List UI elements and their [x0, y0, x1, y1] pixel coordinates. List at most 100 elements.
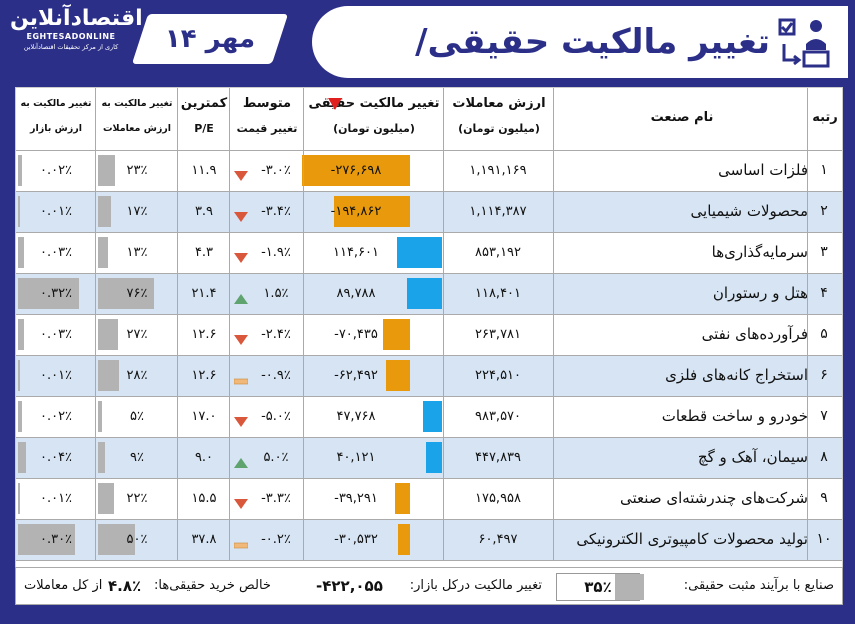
- positive-industries-label: صنایع با برآیند مثبت حقیقی:: [683, 578, 834, 593]
- positive-industries-value: ۳۵٪: [584, 578, 612, 596]
- data-table: رتبه نام صنعت ارزش معاملات (میلیون تومان)…: [15, 87, 843, 605]
- ratio-market-cell: ۰.۰۳٪: [39, 327, 73, 342]
- trade-value-cell: ۱,۱۹۱,۱۶۹: [469, 163, 527, 178]
- ratio-trade-bar: [98, 524, 135, 555]
- ratio-market-cell: ۰.۰۲٪: [39, 163, 73, 178]
- grid-hline: [16, 355, 842, 356]
- ownership-change-value: ۴۷,۷۶۸: [336, 409, 376, 424]
- rank-cell: ۷: [820, 408, 828, 424]
- ownership-change-bar: [423, 401, 442, 432]
- rank-cell: ۴: [820, 285, 828, 301]
- col-header-industry: نام صنعت: [650, 110, 714, 125]
- ownership-change-bar: [398, 524, 410, 555]
- ratio-market-cell: ۰.۰۲٪: [39, 409, 73, 424]
- net-buy-value: ۴.۸٪: [108, 577, 142, 595]
- col-header-ownership-change: تغییر مالکیت حقیقی (میلیون تومان): [308, 96, 440, 135]
- ratio-trade-bar: [98, 196, 111, 227]
- price-change-cell: -۲.۴٪: [261, 327, 291, 342]
- ownership-change-value: -۳۰,۵۳۲: [334, 532, 378, 547]
- summary-footer: صنایع با برآیند مثبت حقیقی: ۳۵٪ تغییر ما…: [15, 567, 843, 605]
- pe-cell: ۱۷.۰: [191, 409, 217, 424]
- trade-value-cell: ۴۴۷,۸۳۹: [474, 450, 522, 465]
- ratio-market-cell: ۰.۰۱٪: [39, 204, 73, 219]
- grid-hline: [16, 232, 842, 233]
- industry-name: خودرو و ساخت قطعات: [661, 407, 808, 425]
- industry-name: فرآورده‌های نفتی: [701, 325, 808, 343]
- grid-vline: [303, 88, 304, 560]
- grid-vline: [177, 88, 178, 560]
- ownership-transfer-icon: [778, 18, 830, 68]
- price-trend-flat-icon: [233, 535, 249, 549]
- price-trend-down-icon: [234, 207, 248, 222]
- industry-name: فلزات اساسی: [718, 161, 808, 179]
- rank-cell: ۸: [820, 449, 828, 465]
- col-header-trade-value: ارزش معاملات (میلیون تومان): [452, 96, 546, 135]
- ownership-change-value: -۶۲,۴۹۲: [334, 368, 378, 383]
- ratio-market-bar: [18, 155, 22, 186]
- price-change-cell: -۳.۰٪: [261, 163, 291, 178]
- ownership-change-value: -۱۹۴,۸۶۲: [330, 204, 382, 219]
- price-trend-up-icon: [234, 289, 248, 304]
- ratio-market-bar: [18, 401, 22, 432]
- header: اقتصادآنلاین EGHTESADONLINE کاری از مرکز…: [0, 0, 855, 134]
- price-trend-down-icon: [234, 166, 248, 181]
- grid-hline: [16, 314, 842, 315]
- pe-cell: ۴.۳: [194, 245, 214, 260]
- price-change-cell: -۰.۹٪: [261, 368, 291, 383]
- grid-hline: [16, 150, 842, 151]
- trade-value-cell: ۲۲۴,۵۱۰: [474, 368, 522, 383]
- ratio-trade-cell: ۹٪: [130, 450, 144, 465]
- market-change-value: -۴۲۲,۰۵۵: [316, 577, 383, 595]
- ratio-market-bar: [18, 196, 20, 227]
- pe-cell: ۲۱.۴: [191, 286, 217, 301]
- ownership-change-value: -۳۹,۲۹۱: [334, 491, 378, 506]
- ratio-trade-cell: ۲۲٪: [126, 491, 148, 506]
- trade-value-cell: ۶۰,۴۹۷: [478, 532, 518, 547]
- ownership-change-bar: [302, 155, 410, 186]
- grid-hline: [16, 273, 842, 274]
- ratio-market-bar: [18, 442, 26, 473]
- table-row: ۱ فلزات اساسی ۱,۱۹۱,۱۶۹ -۲۷۶,۶۹۸ -۳.۰٪ ۱۱.۹ ۲۳…: [16, 150, 842, 191]
- industry-name: سیمان، آهک و گچ: [697, 448, 808, 466]
- grid-hline: [16, 191, 842, 192]
- price-trend-down-icon: [234, 494, 248, 509]
- ratio-trade-cell: ۲۸٪: [126, 368, 148, 383]
- ownership-change-value: ۸۹,۷۸۸: [336, 286, 376, 301]
- ratio-trade-bar: [98, 278, 155, 309]
- logo-persian: اقتصادآنلاین: [10, 6, 143, 31]
- col-header-ratio-trade: تغییر مالکیت به ارزش معاملات: [101, 98, 173, 134]
- table-row: ۱۰ تولید محصولات کامپیوتری الکترونیکی ۶۰,۴…: [16, 519, 842, 560]
- brand-logo: اقتصادآنلاین EGHTESADONLINE کاری از مرکز…: [10, 6, 143, 62]
- col-header-rank: رتبه: [812, 110, 838, 125]
- col-header-ratio-market: تغییر مالکیت به ارزش بازار: [20, 98, 92, 134]
- ratio-market-bar: [18, 278, 79, 309]
- ratio-market-bar: [18, 237, 24, 268]
- grid-vline: [95, 88, 96, 560]
- ratio-trade-bar: [98, 483, 115, 514]
- positive-industries-box: ۳۵٪: [556, 573, 644, 601]
- rank-cell: ۶: [820, 367, 828, 383]
- pe-cell: ۱۲.۶: [191, 327, 217, 342]
- table-row: ۸ سیمان، آهک و گچ ۴۴۷,۸۳۹ ۴۰,۱۲۱ ۵.۰٪ ۹.۰ ۹٪ ۰.…: [16, 437, 842, 478]
- ratio-market-cell: ۰.۰۴٪: [39, 450, 73, 465]
- ratio-trade-bar: [98, 319, 118, 350]
- price-change-cell: -۵.۰٪: [261, 409, 291, 424]
- col-header-price-change: متوسط تغییر قیمت: [236, 96, 298, 135]
- price-trend-down-icon: [234, 412, 248, 427]
- ratio-market-cell: ۰.۰۱٪: [39, 491, 73, 506]
- price-change-cell: -۳.۳٪: [261, 491, 291, 506]
- ratio-trade-cell: ۵۰٪: [126, 532, 148, 547]
- pe-cell: ۱۱.۹: [191, 163, 217, 178]
- ratio-trade-cell: ۷۶٪: [126, 286, 148, 301]
- industry-name: تولید محصولات کامپیوتری الکترونیکی: [576, 530, 808, 548]
- ownership-change-bar: [397, 237, 442, 268]
- ownership-change-bar: [385, 360, 410, 391]
- rank-cell: ۹: [820, 490, 828, 506]
- ratio-market-cell: ۰.۰۳٪: [39, 245, 73, 260]
- grid-vline: [553, 88, 554, 560]
- grid-hline: [16, 437, 842, 438]
- market-change-label: تغییر مالکیت درکل بازار:: [409, 578, 542, 593]
- ownership-change-bar: [382, 319, 410, 350]
- rank-cell: ۳: [820, 244, 828, 260]
- sort-desc-icon: [328, 98, 342, 110]
